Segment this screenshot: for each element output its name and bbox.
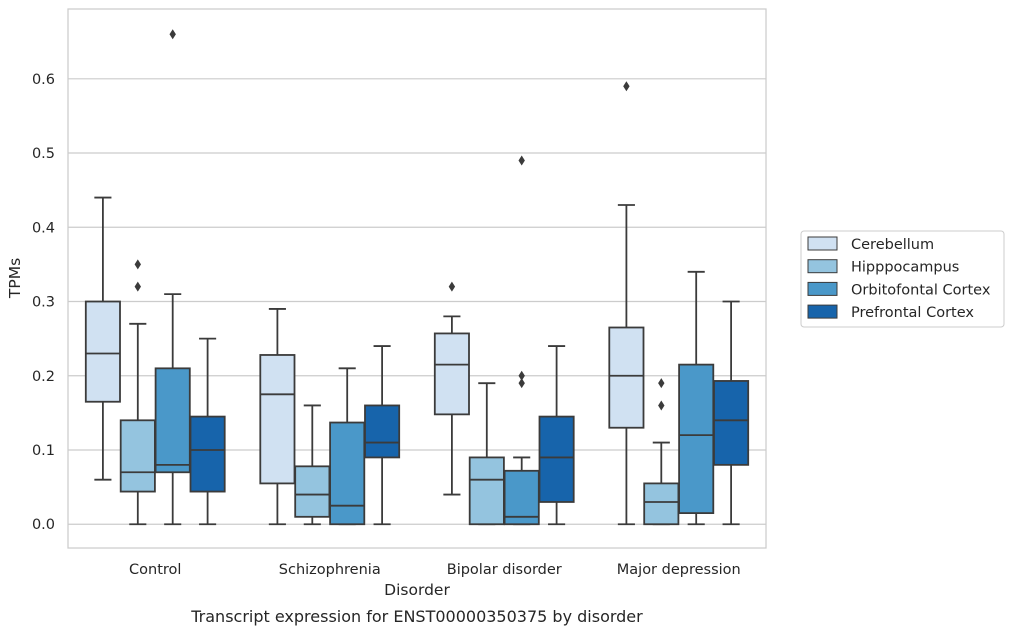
- box-iqr: [154, 367, 191, 474]
- legend-label: Hipppocampus: [851, 260, 959, 276]
- box-iqr: [189, 415, 226, 493]
- chart-caption: Transcript expression for ENST0000035037…: [190, 607, 643, 626]
- x-tick-label: Bipolar disorder: [447, 562, 562, 578]
- box: [189, 337, 226, 526]
- legend-label: Prefrontal Cortex: [851, 305, 974, 321]
- box: [538, 345, 575, 526]
- box-iqr: [538, 415, 575, 503]
- outlier-point: [518, 378, 525, 389]
- legend-swatch: [807, 236, 838, 251]
- y-tick-label: 0.5: [32, 146, 55, 162]
- outlier-point: [134, 281, 141, 292]
- legend-frame: [800, 230, 1005, 328]
- box: [608, 81, 645, 526]
- outlier-point: [623, 81, 630, 92]
- box-iqr: [259, 354, 296, 485]
- box: [154, 29, 191, 526]
- legend-swatch: [807, 304, 838, 319]
- box: [329, 367, 366, 526]
- box: [468, 382, 505, 526]
- box-iqr: [468, 456, 505, 526]
- box: [119, 259, 156, 526]
- outlier-point: [658, 400, 665, 411]
- box-iqr: [433, 332, 470, 416]
- box: [364, 345, 401, 526]
- box: [678, 270, 715, 526]
- legend-swatch: [807, 259, 838, 274]
- series-prefrontal-cortex: [189, 300, 750, 526]
- x-axis-label: Disorder: [384, 581, 450, 599]
- series-hipppocampus: [119, 259, 680, 526]
- box-iqr: [119, 419, 156, 493]
- legend-label: Orbitofontal Cortex: [851, 282, 991, 298]
- x-tick-label: Schizophrenia: [279, 562, 381, 578]
- y-tick-label: 0.0: [32, 517, 55, 533]
- legend-swatch: [807, 281, 838, 296]
- y-tick-label: 0.1: [32, 443, 55, 459]
- box: [259, 308, 296, 526]
- box: [294, 404, 331, 526]
- series-orbitofontal-cortex: [154, 29, 715, 526]
- outlier-point: [134, 259, 141, 270]
- outlier-point: [518, 370, 525, 381]
- box-iqr: [608, 326, 645, 429]
- box: [643, 378, 680, 526]
- box-iqr: [713, 380, 750, 466]
- y-tick-label: 0.6: [32, 72, 55, 88]
- y-tick-label: 0.3: [32, 295, 55, 311]
- legend: Cerebellum Hipppocampus Orbitofontal Corte…: [800, 230, 1005, 328]
- x-tick-label: Control: [129, 562, 181, 578]
- plot-area-frame: [67, 8, 767, 549]
- y-axis-label: TPMs: [6, 258, 24, 299]
- x-tick-label: Major depression: [617, 562, 741, 578]
- y-tick-label: 0.4: [32, 220, 55, 236]
- box-iqr: [329, 421, 366, 526]
- box-iqr: [84, 300, 121, 403]
- box: [713, 300, 750, 526]
- box-iqr: [678, 363, 715, 515]
- box-iqr: [364, 404, 401, 459]
- box-iqr: [643, 482, 680, 526]
- outlier-point: [518, 155, 525, 166]
- box-iqr: [294, 465, 331, 518]
- box: [503, 155, 540, 526]
- y-tick-label: 0.2: [32, 369, 55, 385]
- outlier-point: [658, 378, 665, 389]
- x-tick-labels: Control Schizophrenia Bipolar disorder Majo…: [129, 562, 741, 578]
- legend-label: Cerebellum: [851, 237, 934, 253]
- series-cerebellum: [84, 81, 645, 526]
- box: [84, 196, 121, 481]
- box-series: [84, 29, 750, 526]
- box: [433, 281, 470, 496]
- y-tick-labels: 0.0 0.1 0.2 0.3 0.4 0.5 0.6: [32, 72, 55, 533]
- outlier-point: [169, 29, 176, 40]
- outlier-point: [448, 281, 456, 292]
